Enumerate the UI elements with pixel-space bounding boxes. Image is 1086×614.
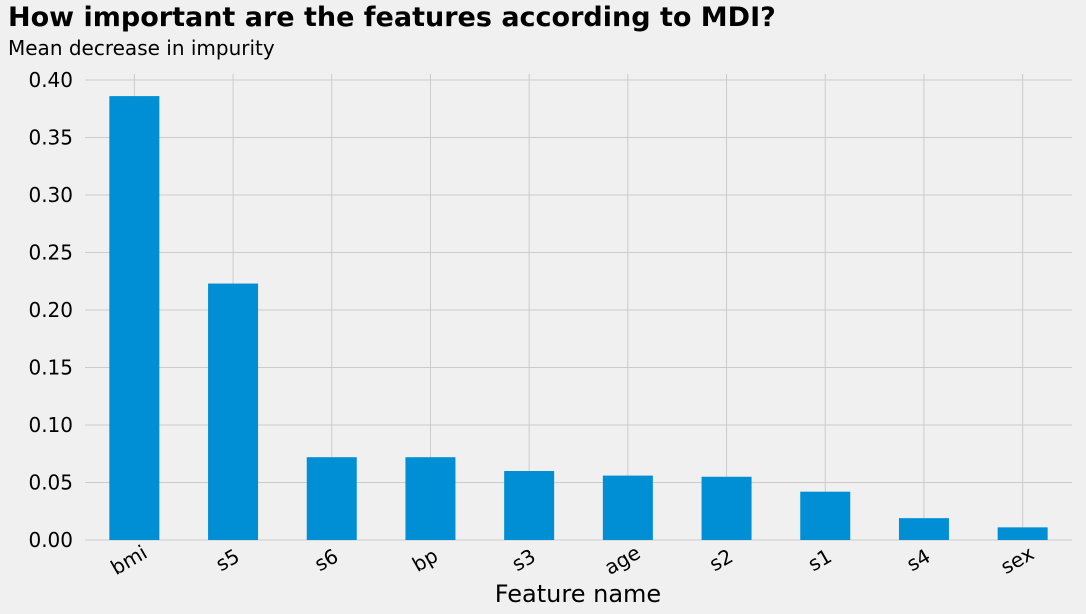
bar-bp bbox=[405, 457, 456, 540]
x-tick-label: s2 bbox=[705, 544, 737, 576]
x-axis-label: Feature name bbox=[495, 580, 661, 608]
x-tick-label: s1 bbox=[804, 544, 836, 576]
bar-sex bbox=[997, 527, 1048, 540]
y-tick-label: 0.00 bbox=[28, 528, 73, 552]
x-tick-label: s4 bbox=[902, 544, 934, 576]
bar-s4 bbox=[898, 518, 949, 540]
x-tick-label: sex bbox=[996, 541, 1038, 579]
bar-s3 bbox=[504, 471, 555, 540]
x-tick-label: s6 bbox=[310, 544, 342, 576]
bar-s1 bbox=[800, 491, 851, 540]
x-tick-label: bmi bbox=[107, 540, 152, 580]
y-tick-label: 0.10 bbox=[28, 413, 73, 437]
chart-title: How important are the features according… bbox=[8, 2, 776, 33]
bars bbox=[109, 96, 1048, 540]
bar-bmi bbox=[109, 96, 160, 540]
bar-s6 bbox=[306, 457, 357, 540]
y-tick-label: 0.05 bbox=[28, 471, 73, 495]
y-tick-label: 0.40 bbox=[28, 68, 73, 92]
y-tick-label: 0.35 bbox=[28, 126, 73, 150]
y-tick-label: 0.15 bbox=[28, 356, 73, 380]
bar-s5 bbox=[208, 283, 259, 540]
x-tick-label: s5 bbox=[212, 544, 244, 576]
x-tick-label: age bbox=[600, 540, 644, 579]
y-tick-label: 0.30 bbox=[28, 183, 73, 207]
x-tick-label: bp bbox=[408, 543, 442, 576]
y-tick-label: 0.25 bbox=[28, 241, 73, 265]
y-tick-labels: 0.00 0.05 0.10 0.15 0.20 0.25 0.30 0.35 0.40 bbox=[28, 68, 73, 552]
bar-s2 bbox=[701, 476, 752, 540]
y-tick-label: 0.20 bbox=[28, 298, 73, 322]
chart-subtitle: Mean decrease in impurity bbox=[8, 36, 275, 60]
bar-age bbox=[602, 475, 653, 540]
x-tick-labels: bmi s5 s6 bp s3 age s2 s1 s4 sex bbox=[107, 540, 1039, 580]
x-tick-label: s3 bbox=[508, 544, 540, 576]
